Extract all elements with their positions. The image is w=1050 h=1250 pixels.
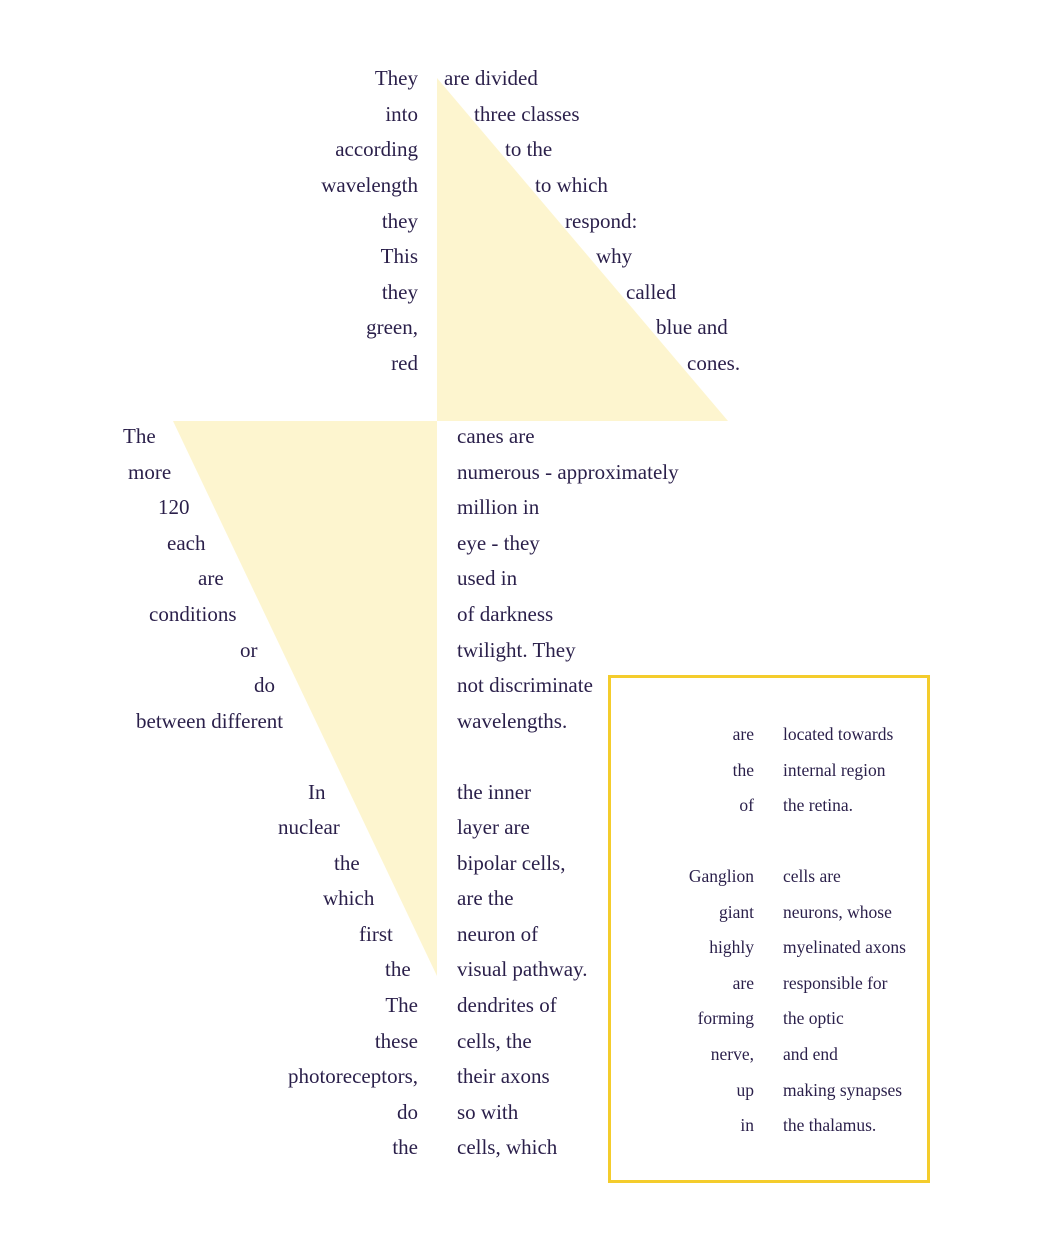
text-word: cones. <box>687 351 741 375</box>
box-text-word: Ganglion <box>688 866 754 886</box>
text-word: do <box>397 1100 418 1124</box>
text-word: twilight. They <box>457 638 576 662</box>
box-text-word: highly <box>709 937 754 957</box>
text-word: nuclear <box>278 815 340 839</box>
bottom-yellow-triangle <box>173 421 437 976</box>
text-word: first <box>359 922 393 946</box>
text-word: wavelengths. <box>457 709 568 733</box>
text-word: layer are <box>457 815 530 839</box>
text-word: canes are <box>457 424 535 448</box>
text-word: conditions <box>149 602 237 626</box>
box-text-word: the thalamus. <box>783 1115 877 1135</box>
box-text-word: internal region <box>783 760 886 780</box>
text-word: visual pathway. <box>457 957 588 981</box>
text-word: million in <box>457 495 540 519</box>
text-word: are the <box>457 886 514 910</box>
text-word: They <box>374 66 418 90</box>
box-text-word: in <box>740 1115 754 1135</box>
text-word: between different <box>136 709 284 733</box>
text-word: respond: <box>565 209 638 233</box>
box-text-word: located towards <box>783 724 894 744</box>
text-word: or <box>240 638 258 662</box>
text-word: more <box>128 460 172 484</box>
text-word: The <box>123 424 156 448</box>
text-word: of darkness <box>457 602 554 626</box>
box-text-word: are <box>732 973 754 993</box>
top-yellow-triangle <box>437 78 728 421</box>
box-text-word: making synapses <box>783 1080 903 1100</box>
box-text-word: myelinated axons <box>783 937 906 957</box>
text-word: red <box>391 351 418 375</box>
text-word: according <box>335 137 418 161</box>
box-text-word: nerve, <box>710 1044 754 1064</box>
text-word: the inner <box>457 780 532 804</box>
text-word: into <box>385 102 418 126</box>
text-word: green, <box>366 315 418 339</box>
text-word: the <box>334 851 360 875</box>
text-word: blue and <box>656 315 728 339</box>
box-text-word: the optic <box>783 1008 844 1028</box>
text-word: why <box>596 244 633 268</box>
text-word: cells, which <box>457 1135 558 1159</box>
text-word: dendrites of <box>457 993 557 1017</box>
text-word: bipolar cells, <box>457 851 566 875</box>
text-word: called <box>626 280 677 304</box>
box-text-word: cells are <box>783 866 841 886</box>
text-word: these <box>374 1029 418 1053</box>
text-word: they <box>381 280 418 304</box>
text-word: their axons <box>457 1064 550 1088</box>
text-word: cells, the <box>457 1029 532 1053</box>
box-text-word: forming <box>697 1008 754 1028</box>
text-word: do <box>254 673 275 697</box>
text-word: the <box>385 957 411 981</box>
text-word: photoreceptors, <box>287 1064 418 1088</box>
text-word: wavelength <box>321 173 418 197</box>
text-word: This <box>380 244 418 268</box>
text-word: which <box>323 886 375 910</box>
text-word: used in <box>457 566 518 590</box>
text-word: to the <box>505 137 553 161</box>
box-text-word: neurons, whose <box>783 902 892 922</box>
box-text-word: and end <box>783 1044 838 1064</box>
box-text-word: are <box>732 724 754 744</box>
text-word: numerous - approximately <box>457 460 679 484</box>
text-word: the <box>392 1135 418 1159</box>
text-word: are divided <box>444 66 538 90</box>
text-word: not discriminate <box>457 673 593 697</box>
text-word: so with <box>457 1100 519 1124</box>
box-text-word: of <box>739 795 754 815</box>
text-word: eye - they <box>457 531 540 555</box>
box-text-word: responsible for <box>783 973 888 993</box>
box-text-word: the <box>732 760 754 780</box>
text-word: to which <box>535 173 608 197</box>
text-word: they <box>381 209 418 233</box>
text-word: three classes <box>474 102 580 126</box>
text-word: 120 <box>158 495 190 519</box>
box-text-word: up <box>736 1080 755 1100</box>
text-word: The <box>385 993 418 1017</box>
box-text-word: giant <box>719 902 754 922</box>
box-text-word: the retina. <box>783 795 853 815</box>
ganglion-note-box <box>608 675 930 1183</box>
text-word: each <box>167 531 206 555</box>
text-word: are <box>198 566 224 590</box>
text-word: In <box>308 780 326 804</box>
text-word: neuron of <box>457 922 539 946</box>
